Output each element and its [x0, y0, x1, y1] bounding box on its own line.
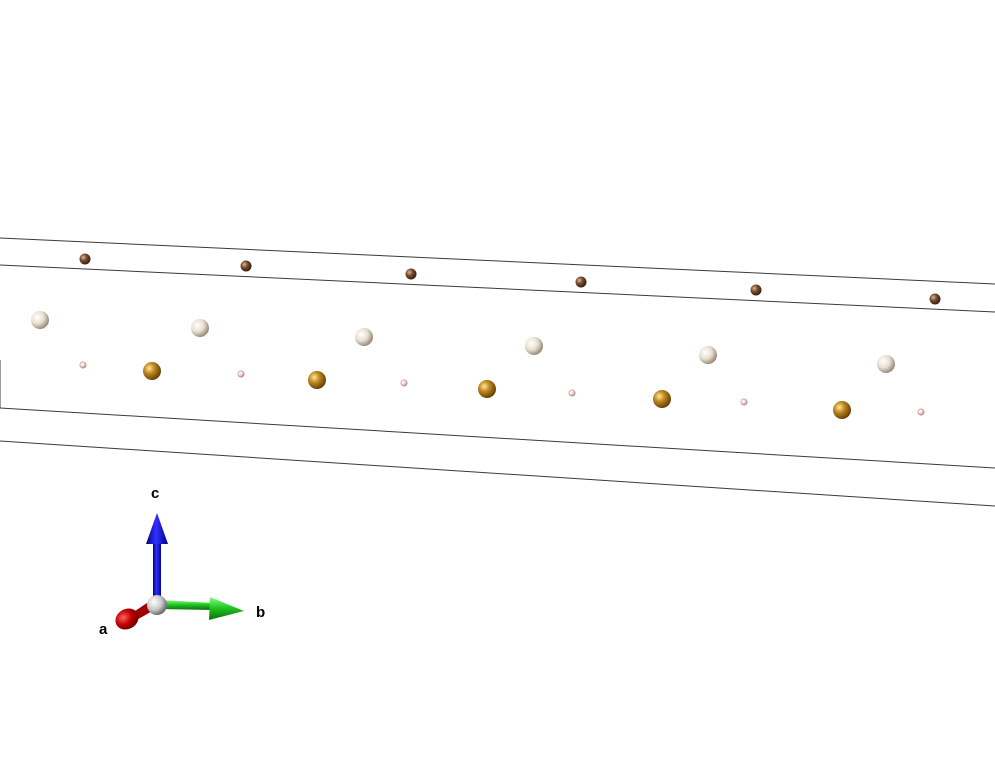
atom-pink-small[interactable]: [400, 379, 408, 387]
atom-dark-brown[interactable]: [929, 293, 941, 305]
c-axis-arrow: [146, 513, 168, 604]
atom-dark-brown[interactable]: [79, 253, 91, 265]
atom-light-cream[interactable]: [525, 337, 543, 355]
atom-light-cream[interactable]: [191, 319, 209, 337]
b-axis-arrow: [160, 597, 244, 620]
atom-dark-brown[interactable]: [575, 276, 587, 288]
atom-gold[interactable]: [143, 362, 161, 380]
axis-indicator: c b a: [99, 485, 265, 638]
atom-gold[interactable]: [833, 401, 851, 419]
atom-dark-brown[interactable]: [405, 268, 417, 280]
atom-gold[interactable]: [308, 371, 326, 389]
c-axis-label: c: [151, 485, 159, 502]
cell-edge-bottom-back: [0, 407, 995, 469]
axis-origin-sphere: [147, 595, 167, 615]
b-axis-label: b: [256, 604, 265, 621]
a-axis-label: a: [99, 621, 108, 638]
atom-gold[interactable]: [653, 390, 671, 408]
atom-pink-small[interactable]: [740, 398, 748, 406]
atom-light-cream[interactable]: [877, 355, 895, 373]
atom-light-cream[interactable]: [355, 328, 373, 346]
atom-gold[interactable]: [478, 380, 496, 398]
cell-edge-bottom-front: [0, 440, 995, 507]
atom-pink-small[interactable]: [568, 389, 576, 397]
atom-dark-brown[interactable]: [240, 260, 252, 272]
unit-cell-edges: [0, 237, 995, 507]
cell-edge-top-front: [0, 264, 995, 313]
atoms: [31, 253, 941, 419]
atom-light-cream[interactable]: [31, 311, 49, 329]
cell-edge-top-back: [0, 237, 995, 285]
atom-pink-small[interactable]: [917, 408, 925, 416]
atom-light-cream[interactable]: [699, 346, 717, 364]
atom-pink-small[interactable]: [237, 370, 245, 378]
atom-pink-small[interactable]: [79, 361, 87, 369]
atom-dark-brown[interactable]: [750, 284, 762, 296]
